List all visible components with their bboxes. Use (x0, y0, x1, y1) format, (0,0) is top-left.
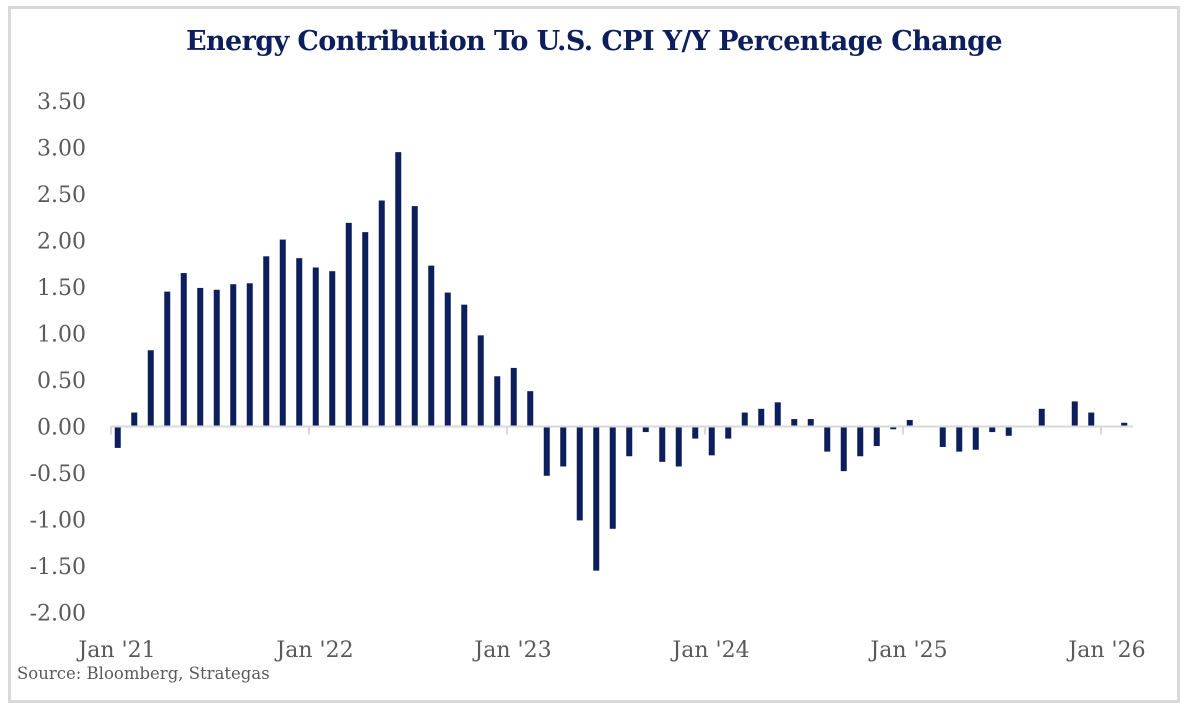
bar: Dec 2024: -0.03 (890, 426, 897, 430)
y-tick-label: 2.00 (37, 230, 86, 255)
x-tick-label: Jan '25 (868, 638, 947, 663)
y-tick-label: -2.00 (30, 602, 86, 627)
bar: Dec 2023: -0.13 (692, 426, 699, 439)
bar: Oct 2021: 1.83 (263, 256, 270, 427)
bar: Aug 2022: 1.73 (428, 265, 435, 427)
source-note: Source: Bloomberg, Strategas (17, 664, 270, 683)
bar: Aug 2024: -0.27 (824, 426, 831, 452)
bar: Sep 2023: -0.06 (642, 426, 649, 433)
x-tick-label: Jan '26 (1066, 638, 1145, 663)
bar: Dec 2025: 0.15 (1088, 412, 1095, 427)
bar: Jul 2021: 1.47 (213, 289, 220, 427)
x-tick-label: Jan '23 (472, 638, 551, 663)
bar: Jun 2024: 0.08 (791, 419, 798, 427)
bar: Feb 2026: 0.04 (1121, 422, 1128, 427)
bar: Apr 2023: -0.43 (560, 426, 567, 467)
chart-title: Energy Contribution To U.S. CPI Y/Y Perc… (186, 26, 1003, 57)
bar: Jun 2022: 2.95 (395, 152, 402, 427)
bar: Mar 2022: 2.19 (345, 222, 352, 427)
y-tick-label: 3.50 (37, 90, 86, 115)
bar: Feb 2024: -0.13 (725, 426, 732, 439)
bar-series: Jan 2021: -0.23 Feb 2021: 0.15 Mar 2021: 0… (114, 152, 1128, 571)
bar: May 2023: -1.01 (576, 426, 583, 521)
bar: Mar 2023: -0.53 (543, 426, 550, 476)
bar: Nov 2024: -0.21 (873, 426, 880, 447)
y-tick-label: 2.50 (37, 183, 86, 208)
bar: Feb 2023: 0.38 (527, 391, 534, 427)
bar: Sep 2025: 0.19 (1038, 408, 1045, 427)
bar: Sep 2021: 1.54 (246, 283, 253, 427)
bar: Jun 2025: -0.06 (989, 426, 996, 433)
x-tick-label: Jan '21 (76, 638, 155, 663)
bar: Jun 2023: -1.55 (593, 426, 600, 571)
y-tick-label: -0.50 (30, 462, 86, 487)
bar: Jan 2024: -0.31 (708, 426, 715, 456)
bar: Mar 2021: 0.82 (147, 350, 154, 427)
chart-frame (8, 6, 1180, 703)
bar: Nov 2023: -0.43 (675, 426, 682, 467)
bar: Feb 2021: 0.15 (131, 412, 138, 427)
bar: Dec 2022: 0.54 (494, 376, 501, 427)
bar: Jan 2025: 0.07 (906, 419, 913, 427)
bar: Sep 2022: 1.44 (444, 292, 451, 427)
bar: Oct 2024: -0.32 (857, 426, 864, 457)
bar: Sep 2024: -0.48 (840, 426, 847, 472)
bar: Oct 2023: -0.38 (659, 426, 666, 462)
y-tick-label: 3.00 (37, 137, 86, 162)
bar: Apr 2022: 2.09 (362, 232, 369, 427)
bar: Apr 2025: -0.27 (956, 426, 963, 452)
y-tick-label: 0.50 (37, 369, 86, 394)
bar: Nov 2025: 0.27 (1071, 401, 1078, 427)
bar: Jan 2023: 0.63 (510, 367, 517, 427)
y-tick-label: -1.50 (30, 555, 86, 580)
x-tick-label: Jan '22 (274, 638, 353, 663)
bar: Nov 2021: 2.01 (279, 239, 286, 427)
bar: Jul 2023: -1.10 (609, 426, 616, 529)
y-tick-label: -1.00 (30, 509, 86, 534)
bar: Jul 2025: -0.10 (1005, 426, 1012, 436)
bar: May 2022: 2.43 (378, 200, 385, 427)
bar: Jan 2021: -0.23 (114, 426, 121, 448)
bar: Apr 2024: 0.19 (758, 408, 765, 427)
bar: Oct 2022: 1.31 (461, 304, 468, 427)
bar: May 2024: 0.26 (774, 402, 781, 427)
x-axis: Jan '21 Jan '22 Jan '23 Jan '24 Jan '25 Jan '… (76, 425, 1146, 663)
y-tick-label: 1.00 (37, 323, 86, 348)
bar: Mar 2025: -0.22 (939, 426, 946, 447)
bar: Jun 2021: 1.49 (197, 287, 204, 427)
bar: Dec 2021: 1.81 (296, 258, 303, 427)
bar: Aug 2023: -0.32 (626, 426, 633, 457)
bar: May 2021: 1.65 (180, 273, 187, 427)
x-tick-label: Jan '24 (670, 638, 749, 663)
bar: Mar 2024: 0.15 (741, 412, 748, 427)
bar: Feb 2022: 1.67 (329, 271, 336, 427)
bar: Nov 2022: 0.98 (477, 335, 484, 427)
bar: May 2025: -0.25 (972, 426, 979, 450)
y-axis: 3.50 3.00 2.50 2.00 1.50 1.00 0.50 0.00 -0.50 -1.… (30, 90, 86, 627)
bar: Aug 2021: 1.53 (230, 284, 237, 427)
bar: Apr 2021: 1.45 (164, 291, 171, 427)
bar: Jul 2024: 0.08 (807, 419, 814, 427)
bar: Jan 2022: 1.71 (312, 267, 319, 427)
y-tick-label: 1.50 (37, 276, 86, 301)
bar: Jul 2022: 2.37 (411, 206, 418, 427)
y-tick-label: 0.00 (37, 416, 86, 441)
